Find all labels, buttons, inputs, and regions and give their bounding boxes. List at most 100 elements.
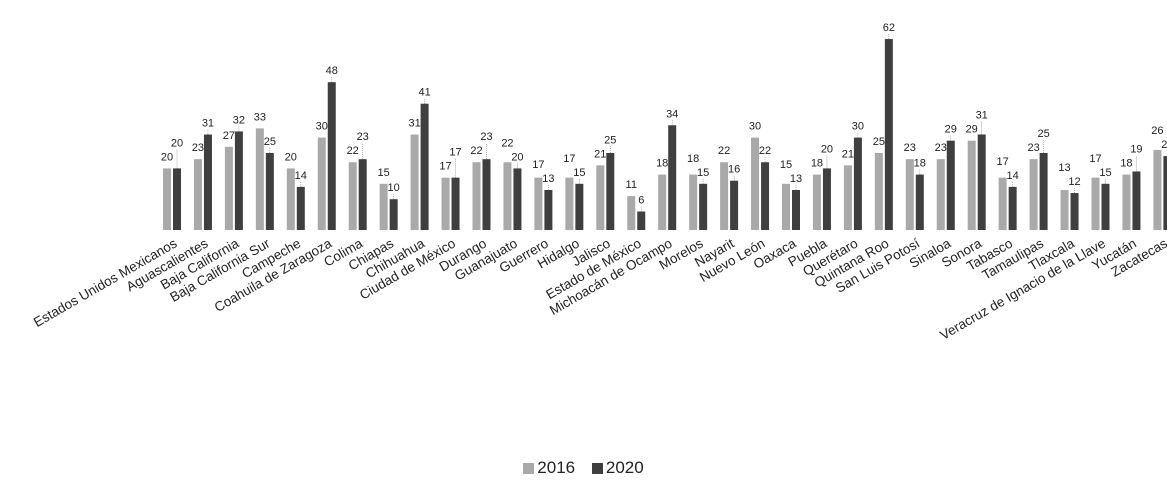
bar-2020 bbox=[730, 180, 739, 230]
bar-2016 bbox=[658, 174, 667, 230]
value-label-2020: 30 bbox=[852, 121, 864, 133]
value-label-2020: 15 bbox=[697, 167, 709, 179]
value-label-2020: 41 bbox=[418, 87, 430, 99]
bar-2020 bbox=[296, 186, 305, 230]
bar-2020 bbox=[761, 162, 770, 230]
value-label-2016: 26 bbox=[1151, 125, 1163, 137]
value-label-2016: 17 bbox=[532, 159, 544, 171]
value-label-2020: 10 bbox=[388, 182, 400, 194]
bar-2016 bbox=[967, 140, 976, 230]
value-label-2020: 32 bbox=[233, 114, 245, 126]
bar-2016 bbox=[936, 159, 945, 230]
bar-2016 bbox=[627, 196, 636, 230]
value-label-2016: 15 bbox=[378, 167, 390, 179]
value-label-2016: 31 bbox=[408, 118, 420, 130]
value-label-2016: 17 bbox=[997, 156, 1009, 168]
bar-2020 bbox=[606, 153, 615, 230]
value-label-2016: 18 bbox=[656, 158, 668, 170]
bar-2016 bbox=[905, 159, 914, 230]
value-label-2016: 23 bbox=[935, 142, 947, 154]
value-label-2020: 48 bbox=[326, 65, 338, 77]
bar-2016 bbox=[874, 153, 883, 230]
category-label: Estados Unidos Mexicanos bbox=[31, 235, 180, 330]
bar-2016 bbox=[317, 137, 326, 230]
bar-2016 bbox=[720, 162, 729, 230]
bar-2016 bbox=[998, 177, 1007, 230]
value-label-2020: 31 bbox=[976, 110, 988, 122]
bar-2020 bbox=[482, 159, 491, 230]
bar-2016 bbox=[193, 159, 202, 230]
bar-2020 bbox=[668, 125, 677, 230]
value-label-2020: 15 bbox=[1099, 167, 1111, 179]
value-label-2016: 22 bbox=[470, 145, 482, 157]
value-label-2020: 23 bbox=[357, 131, 369, 143]
value-label-2016: 18 bbox=[687, 153, 699, 165]
value-label-2020: 17 bbox=[449, 147, 461, 159]
bar-2020 bbox=[389, 199, 398, 230]
value-label-2020: 20 bbox=[821, 144, 833, 156]
bar-2016 bbox=[472, 162, 481, 230]
value-label-2016: 20 bbox=[161, 151, 173, 163]
value-label-2020: 25 bbox=[604, 134, 616, 146]
bar-2016 bbox=[441, 177, 450, 230]
value-label-2016: 18 bbox=[811, 158, 823, 170]
bar-2020 bbox=[1070, 193, 1079, 230]
legend: 2016 2020 bbox=[0, 458, 1167, 478]
bar-2016 bbox=[596, 165, 605, 230]
bar-2016 bbox=[751, 137, 760, 230]
bar-2020 bbox=[853, 137, 862, 230]
legend-label-2020: 2020 bbox=[605, 458, 644, 477]
value-label-2016: 22 bbox=[347, 145, 359, 157]
value-label-2020: 25 bbox=[264, 136, 276, 148]
value-label-2020: 13 bbox=[542, 173, 554, 185]
value-label-2020: 34 bbox=[666, 108, 678, 120]
value-label-2016: 21 bbox=[594, 148, 606, 160]
value-label-2016: 17 bbox=[439, 161, 451, 173]
bar-2016 bbox=[163, 168, 171, 230]
value-label-2020: 62 bbox=[883, 22, 895, 34]
bar-2016 bbox=[1122, 174, 1131, 230]
bar-2020 bbox=[699, 183, 708, 230]
value-label-2020: 20 bbox=[511, 151, 523, 163]
legend-swatch-2020 bbox=[591, 463, 603, 474]
value-label-2016: 22 bbox=[501, 137, 513, 149]
value-label-2020: 29 bbox=[945, 124, 957, 136]
legend-item-2016: 2016 bbox=[523, 458, 575, 478]
bar-2020 bbox=[173, 168, 181, 230]
legend-swatch-2016 bbox=[523, 463, 535, 474]
value-label-2020: 14 bbox=[1007, 170, 1019, 182]
bar-2016 bbox=[379, 183, 388, 230]
value-label-2016: 22 bbox=[718, 145, 730, 157]
bar-2016 bbox=[348, 162, 357, 230]
value-label-2020: 15 bbox=[573, 167, 585, 179]
value-label-2020: 23 bbox=[480, 131, 492, 143]
value-label-2020: 19 bbox=[1130, 144, 1142, 156]
value-label-2016: 15 bbox=[780, 159, 792, 171]
value-label-2016: 13 bbox=[1058, 162, 1070, 174]
value-label-2020: 22 bbox=[759, 145, 771, 157]
value-label-2020: 18 bbox=[914, 158, 926, 170]
value-label-2020: 25 bbox=[1037, 128, 1049, 140]
value-label-2016: 17 bbox=[1089, 153, 1101, 165]
bar-2016 bbox=[1091, 177, 1100, 230]
bar-2020 bbox=[1163, 156, 1167, 230]
bar-2020 bbox=[915, 174, 924, 230]
value-label-2020: 14 bbox=[295, 170, 307, 182]
bar-2016 bbox=[1153, 149, 1162, 230]
bar-2020 bbox=[1039, 153, 1048, 230]
value-label-2016: 21 bbox=[842, 148, 854, 160]
bar-2016 bbox=[812, 174, 821, 230]
bar-2020 bbox=[946, 140, 955, 230]
bar-2020 bbox=[1132, 171, 1141, 230]
value-label-2016: 23 bbox=[904, 142, 916, 154]
bar-2020 bbox=[544, 189, 553, 230]
bar-2020 bbox=[575, 183, 584, 230]
value-label-2020: 13 bbox=[790, 173, 802, 185]
value-label-2016: 20 bbox=[285, 151, 297, 163]
bar-2020 bbox=[792, 189, 800, 230]
bar-2016 bbox=[565, 177, 574, 230]
bar-2020 bbox=[1101, 183, 1110, 230]
value-label-2016: 33 bbox=[254, 111, 266, 123]
bar-2016 bbox=[843, 165, 852, 230]
